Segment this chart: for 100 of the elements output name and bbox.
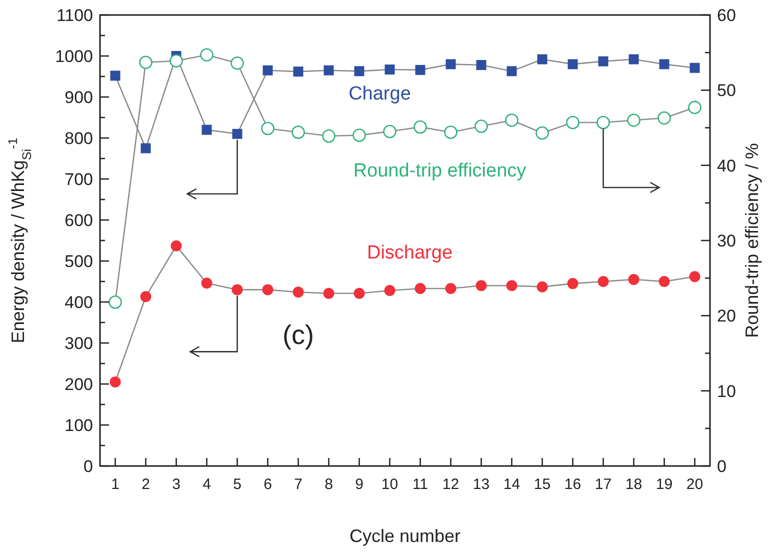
point xyxy=(354,288,365,299)
y-tick-label: 0 xyxy=(84,456,93,476)
x-tick-label: 9 xyxy=(355,476,364,493)
point xyxy=(689,271,700,282)
point xyxy=(322,129,336,143)
x-tick-label: 4 xyxy=(202,476,211,493)
point xyxy=(140,291,152,302)
x-tick-label: 5 xyxy=(233,476,242,493)
y2-tick-label: 40 xyxy=(717,156,736,176)
x-tick-label: 2 xyxy=(142,476,150,493)
x-tick-label: 14 xyxy=(503,476,520,493)
y2-tick-label: 60 xyxy=(717,6,736,25)
point xyxy=(170,54,183,68)
point xyxy=(537,54,548,64)
point xyxy=(230,56,244,70)
x-tick-label: 18 xyxy=(625,476,642,493)
point xyxy=(688,100,702,114)
x-tick-label: 19 xyxy=(656,476,673,493)
point xyxy=(170,240,182,252)
point xyxy=(232,284,243,296)
x-tick-label: 7 xyxy=(294,476,302,493)
point xyxy=(201,278,212,289)
point xyxy=(384,64,395,75)
x-tick-label: 1 xyxy=(111,476,120,493)
x-tick-label: 8 xyxy=(324,476,333,493)
y2-tick-label: 0 xyxy=(717,456,726,476)
point xyxy=(568,59,578,70)
point xyxy=(414,120,427,134)
point xyxy=(262,284,274,296)
x-tick-label: 17 xyxy=(594,476,612,493)
x-tick-label: 16 xyxy=(564,476,582,493)
point xyxy=(658,111,671,125)
series-label: Charge xyxy=(348,84,411,105)
y-tick-label: 500 xyxy=(64,252,93,271)
x-tick-label: 6 xyxy=(264,476,272,493)
point xyxy=(415,64,426,75)
point xyxy=(506,66,517,76)
x-tick-label: 15 xyxy=(534,476,551,493)
y-tick-label: 1000 xyxy=(55,46,93,66)
x-tick-label: 11 xyxy=(412,476,428,493)
point xyxy=(414,282,426,294)
y-tick-label: 800 xyxy=(64,128,93,148)
point xyxy=(598,276,609,287)
point xyxy=(110,376,121,388)
point xyxy=(384,285,396,296)
point xyxy=(536,281,548,292)
point xyxy=(261,122,274,136)
y2-tick-label: 10 xyxy=(717,382,736,401)
point xyxy=(110,70,120,81)
y-tick-label: 600 xyxy=(64,210,93,230)
series-label: Discharge xyxy=(366,242,453,264)
x-tick-label: 3 xyxy=(172,476,180,493)
point xyxy=(658,276,670,287)
x-tick-label: 13 xyxy=(472,476,490,493)
x-tick-label: 10 xyxy=(381,476,398,493)
point xyxy=(445,282,456,294)
y2-tick-label: 50 xyxy=(717,81,736,100)
point xyxy=(292,126,305,139)
x-tick-label: 20 xyxy=(686,476,704,493)
point xyxy=(566,116,580,130)
point xyxy=(690,62,700,73)
point xyxy=(596,116,610,130)
point xyxy=(323,288,334,299)
point xyxy=(292,286,304,298)
point xyxy=(628,274,640,285)
point xyxy=(324,65,334,76)
annotation: (c) xyxy=(282,320,314,350)
point xyxy=(444,126,458,139)
point xyxy=(446,59,456,70)
point xyxy=(567,278,578,290)
point xyxy=(659,59,670,70)
y-tick-label: 700 xyxy=(64,170,93,189)
x-tick-label: 12 xyxy=(442,476,460,493)
y2-axis-title: Round-trip efficiency / % xyxy=(742,143,762,338)
point xyxy=(232,128,242,139)
y-tick-label: 200 xyxy=(64,374,93,394)
y-tick-label: 400 xyxy=(64,292,93,312)
y-tick-label: 1100 xyxy=(56,6,93,25)
point xyxy=(354,66,364,76)
point xyxy=(627,114,640,127)
point xyxy=(293,66,304,77)
point xyxy=(200,48,214,62)
x-axis-title: Cycle number xyxy=(349,526,461,546)
point xyxy=(476,280,487,292)
point xyxy=(140,143,151,154)
point xyxy=(598,56,608,66)
point xyxy=(505,114,518,127)
point xyxy=(506,280,518,292)
point xyxy=(476,60,486,70)
y-tick-label: 900 xyxy=(64,88,93,107)
y2-tick-label: 30 xyxy=(717,231,736,250)
y-tick-label: 100 xyxy=(64,416,93,435)
y-tick-label: 300 xyxy=(64,334,93,353)
series-label: Round-trip efficiency xyxy=(353,160,527,182)
y2-tick-label: 20 xyxy=(717,306,736,326)
point xyxy=(108,295,122,309)
point xyxy=(352,128,366,142)
point xyxy=(202,124,212,135)
point xyxy=(262,65,273,76)
point xyxy=(383,124,396,138)
